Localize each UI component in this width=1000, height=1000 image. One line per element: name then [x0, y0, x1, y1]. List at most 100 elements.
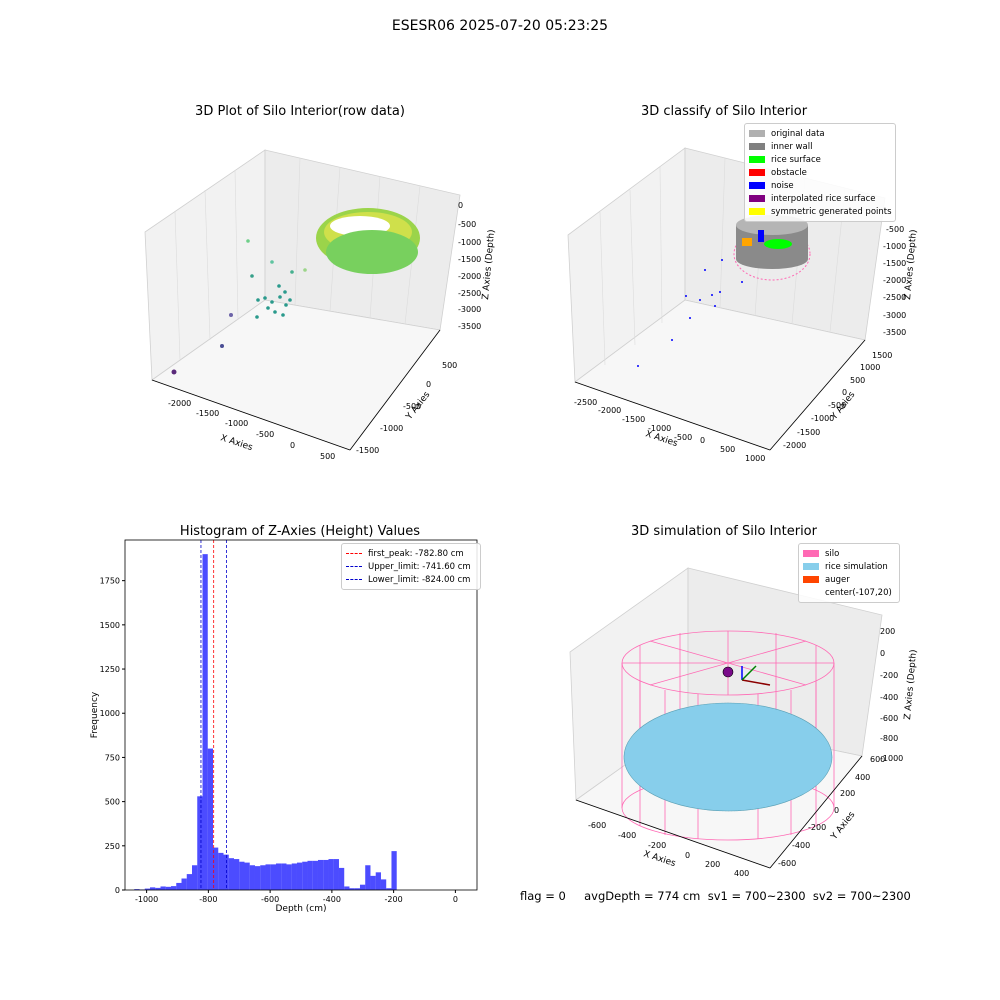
panel2-x-tick: -500: [674, 433, 692, 442]
histogram-y-tick-label: 250: [105, 842, 120, 851]
panel4-y-ticks: -600 -400 -200 0 200 400 600: [778, 755, 885, 868]
legend-label: rice surface: [771, 154, 821, 165]
panel1-y-tick: 500: [442, 361, 457, 370]
panel1-x-ticks: -2000 -1500 -1000 -500 0 500: [168, 399, 335, 461]
legend-label: symmetric generated points: [771, 206, 892, 217]
panel2-y-label: Y Axies: [829, 390, 858, 423]
panel2-y-tick: 0: [842, 388, 847, 397]
panel4-z-tick: 0: [880, 649, 885, 658]
histogram-y-tick-label: 1750: [100, 577, 120, 586]
histogram-bar: [202, 554, 208, 890]
histogram-bar: [317, 859, 324, 890]
panel4-x-tick: -200: [648, 841, 666, 850]
histogram-y-tick-label: 1250: [100, 665, 120, 674]
histogram-bar: [338, 867, 345, 890]
panel2-x-ticks: -2500 -2000 -1500 -1000 -500 0 500 1000: [574, 398, 765, 463]
panel1-y-tick: -1000: [380, 424, 403, 433]
panel2-x-tick: -1000: [648, 424, 671, 433]
histogram-x-tick-label: -400: [323, 895, 341, 904]
legend-swatch: [803, 576, 819, 583]
histogram-bar: [349, 888, 355, 890]
histogram-bar: [139, 889, 145, 890]
histogram-x-ticks: -1000 -800 -600 -400 -200 0: [135, 890, 458, 904]
histogram-y-label: Frequency: [90, 691, 100, 738]
histogram-bar: [375, 872, 381, 890]
histogram-bar: [333, 859, 339, 890]
legend-label: noise: [771, 180, 794, 191]
histogram-bar: [218, 852, 224, 890]
legend-label: Upper_limit: -741.60 cm: [368, 561, 471, 572]
panel2-z-tick: -1500: [883, 259, 906, 268]
auger-axes-marker: [741, 665, 771, 686]
legend-item-interpolated-rice-surface: interpolated rice surface: [749, 192, 891, 205]
panel4-legend: silo rice simulation auger center(-107,2…: [798, 543, 900, 603]
histogram-bar: [380, 879, 387, 890]
legend-label: auger: [825, 574, 850, 585]
histogram-bar: [323, 859, 329, 890]
panel1-x-tick: -2000: [168, 399, 191, 408]
figure-title: ESESR06 2025-07-20 05:23:25: [391, 18, 609, 34]
histogram-bar: [244, 862, 250, 890]
histogram-bar: [197, 796, 203, 890]
panel4-z-tick: -200: [880, 671, 898, 680]
histogram-y-tick-label: 1500: [100, 621, 120, 630]
histogram-x-label: Depth (cm): [275, 904, 326, 914]
histogram-bar: [239, 861, 245, 890]
panel4-title: 3D simulation of Silo Interior: [631, 524, 817, 539]
panel1-points: [171, 208, 420, 375]
panel1-x-tick: 0: [290, 441, 295, 450]
panel4-z-tick: -400: [880, 693, 898, 702]
histogram-bar: [254, 866, 261, 890]
panel2-z-tick: -2000: [883, 276, 906, 285]
panel2-points: [637, 215, 811, 367]
panel1-y-tick: 0: [426, 380, 431, 389]
legend-item-obstacle: obstacle: [749, 166, 891, 179]
panel4-x-tick: 400: [734, 869, 749, 878]
legend-label: inner wall: [771, 141, 813, 152]
histogram-bar: [150, 887, 156, 890]
panel2-x-tick: 500: [720, 445, 735, 454]
legend-swatch: [803, 589, 819, 596]
rice-simulation-surface: [623, 702, 833, 812]
legend-swatch: [749, 156, 765, 163]
panel2-z-tick: -500: [886, 225, 904, 234]
panel1-z-tick: 0: [458, 201, 463, 210]
center-marker: [722, 666, 734, 678]
legend-swatch: [803, 550, 819, 557]
panel1-y-tick: -1500: [356, 446, 379, 455]
panel1-x-tick: -1000: [225, 419, 248, 428]
legend-line: [346, 566, 362, 567]
histogram-bar: [328, 859, 334, 890]
panel4-y-label: Y Axies: [829, 810, 858, 843]
panel1-z-tick: -3000: [458, 305, 481, 314]
panel2-y-tick: 1000: [860, 363, 880, 372]
panel4-back-left-pane: [569, 567, 689, 801]
panel4-z-tick: 200: [880, 627, 895, 636]
legend-item-noise: noise: [749, 179, 891, 192]
histogram-bar: [186, 874, 193, 890]
panel2-z-tick: -3000: [883, 311, 906, 320]
histogram-bar: [291, 863, 297, 890]
histogram-bar: [370, 875, 376, 890]
panel4-floor-pane: [575, 719, 863, 869]
histogram-bar: [223, 854, 229, 890]
panel4-z-ticks: 200 0 -200 -400 -600 -800 -1000: [880, 627, 903, 763]
histogram-bar: [286, 864, 292, 890]
histogram-bar: [144, 888, 151, 890]
histogram-bar: [281, 863, 287, 890]
histogram-bar: [344, 886, 350, 890]
panel2-y-tick: -1500: [797, 428, 820, 437]
legend-item-symmetric-generated-points: symmetric generated points: [749, 205, 892, 218]
legend-label: center(-107,20): [825, 587, 892, 598]
panel2-y-tick: 500: [850, 376, 865, 385]
panel3-title: Histogram of Z-Axies (Height) Values: [179, 524, 421, 539]
histogram-y-tick-label: 1000: [100, 709, 120, 718]
legend-item-center: center(-107,20): [803, 586, 895, 599]
panel2-z-tick: -1000: [883, 242, 906, 251]
histogram-bar: [359, 884, 366, 890]
legend-label: rice simulation: [825, 561, 888, 572]
panel4-y-tick: -400: [792, 841, 810, 850]
panel1-title: 3D Plot of Silo Interior(row data): [195, 104, 405, 119]
panel4-z-tick: -600: [880, 714, 898, 723]
panel4-x-tick: 0: [685, 851, 690, 860]
